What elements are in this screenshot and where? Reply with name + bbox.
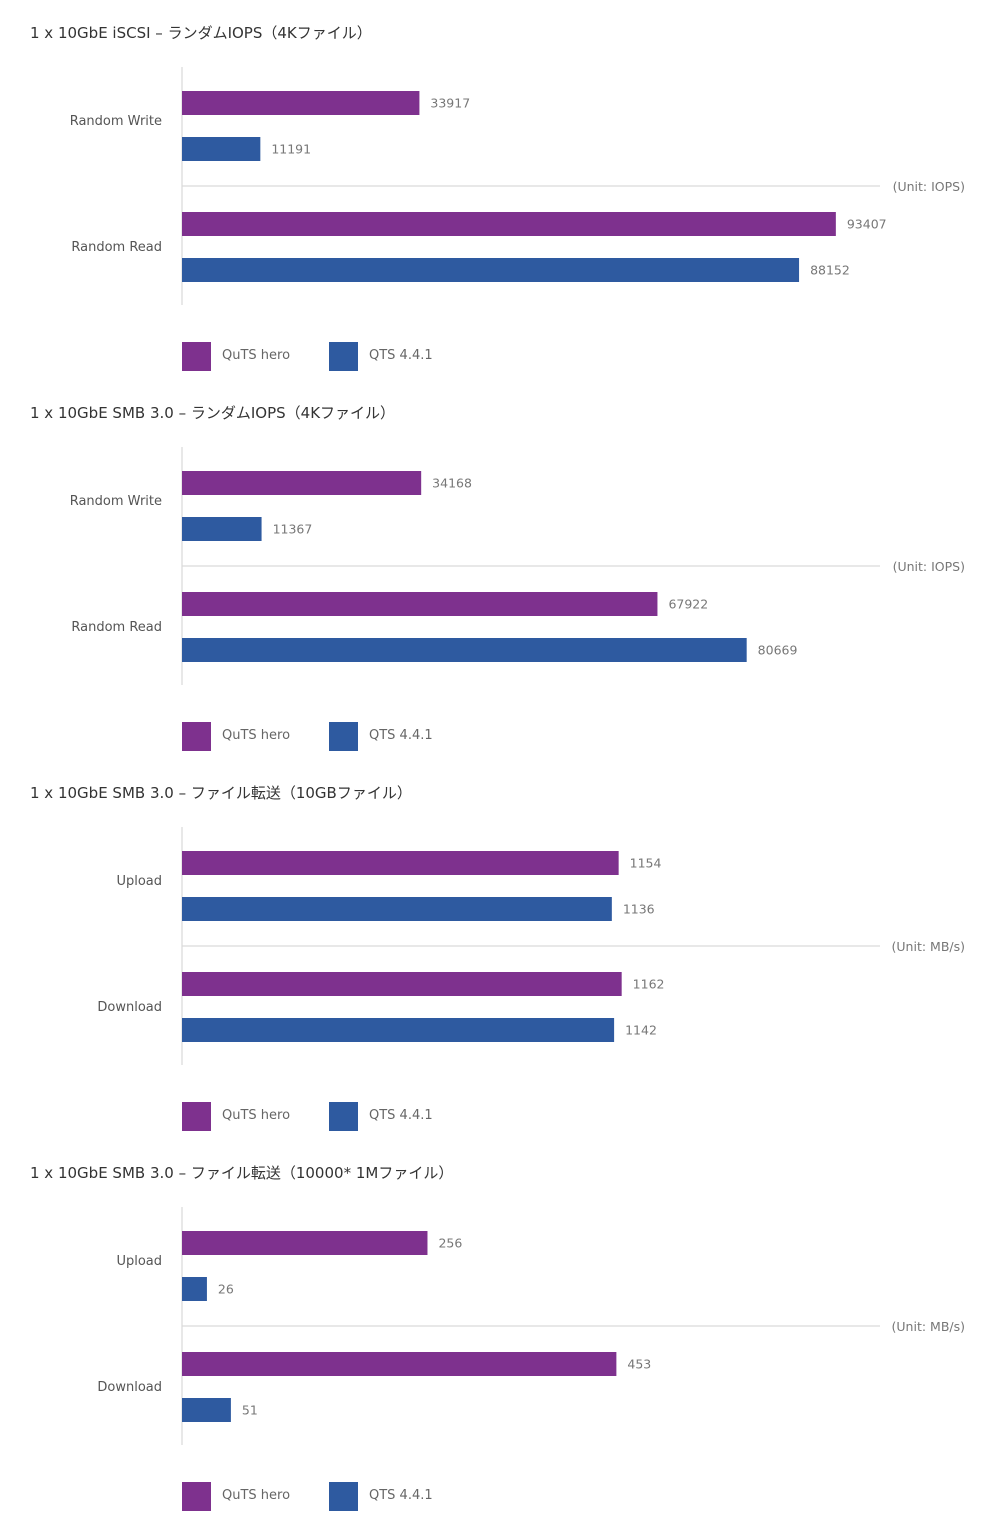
value-label-qts: 26 xyxy=(218,1282,234,1297)
legend-label-quts-hero: QuTS hero xyxy=(222,348,291,363)
chart-plot: (Unit: IOPS) Random Write 33917 11191 Random… xyxy=(70,67,965,305)
bar-qts[interactable] xyxy=(182,258,800,282)
bar-qts[interactable] xyxy=(182,897,612,921)
chart-plot: (Unit: MB/s) Upload 256 26 Download 453 51 xyxy=(97,1207,965,1445)
chart-iscsi-random-iops: 1 x 10GbE iSCSI – ランダムIOPS（4Kファイル） (Unit… xyxy=(0,0,1000,380)
bar-qts[interactable] xyxy=(182,137,261,161)
bar-quts-hero[interactable] xyxy=(182,471,422,495)
value-label-qts: 80669 xyxy=(758,643,798,658)
bar-quts-hero[interactable] xyxy=(182,1231,428,1255)
legend-label-quts-hero: QuTS hero xyxy=(222,728,291,743)
bar-quts-hero[interactable] xyxy=(182,592,658,616)
category-label: Random Write xyxy=(70,114,162,129)
legend-swatch-quts-hero xyxy=(182,722,211,751)
category-label: Random Write xyxy=(70,494,162,509)
category-label: Random Read xyxy=(71,620,162,635)
category-label: Download xyxy=(97,1000,162,1015)
value-label-qts: 1136 xyxy=(623,902,655,917)
legend-label-qts: QTS 4.4.1 xyxy=(369,728,433,743)
value-label-quts-hero: 453 xyxy=(627,1357,651,1372)
bar-qts[interactable] xyxy=(182,1277,207,1301)
chart-plot: (Unit: IOPS) Random Write 34168 11367 Random… xyxy=(70,447,965,685)
value-label-quts-hero: 1154 xyxy=(630,856,662,871)
value-label-quts-hero: 34168 xyxy=(432,476,472,491)
legend-swatch-qts xyxy=(329,342,358,371)
value-label-quts-hero: 67922 xyxy=(668,597,708,612)
bar-qts[interactable] xyxy=(182,1398,231,1422)
value-label-quts-hero: 1162 xyxy=(633,977,665,992)
bar-quts-hero[interactable] xyxy=(182,851,619,875)
legend-swatch-quts-hero xyxy=(182,342,211,371)
chart-title: 1 x 10GbE SMB 3.0 – ファイル転送（10GBファイル） xyxy=(30,784,412,802)
chart-smb-file-transfer-1m: 1 x 10GbE SMB 3.0 – ファイル転送（10000* 1Mファイル… xyxy=(0,1140,1000,1520)
legend-swatch-qts xyxy=(329,1102,358,1131)
value-label-qts: 11367 xyxy=(273,522,313,537)
legend-label-quts-hero: QuTS hero xyxy=(222,1488,291,1503)
chart-smb-random-iops: 1 x 10GbE SMB 3.0 – ランダムIOPS（4Kファイル） (Un… xyxy=(0,380,1000,760)
value-label-qts: 1142 xyxy=(625,1023,657,1038)
unit-label: (Unit: IOPS) xyxy=(893,179,965,194)
bar-quts-hero[interactable] xyxy=(182,212,836,236)
legend-swatch-quts-hero xyxy=(182,1482,211,1511)
legend-label-qts: QTS 4.4.1 xyxy=(369,1488,433,1503)
unit-label: (Unit: MB/s) xyxy=(892,939,965,954)
category-label: Random Read xyxy=(71,240,162,255)
chart-title: 1 x 10GbE iSCSI – ランダムIOPS（4Kファイル） xyxy=(30,24,372,42)
legend-swatch-qts xyxy=(329,1482,358,1511)
legend-label-qts: QTS 4.4.1 xyxy=(369,1108,433,1123)
legend-label-quts-hero: QuTS hero xyxy=(222,1108,291,1123)
value-label-qts: 11191 xyxy=(271,142,311,157)
value-label-qts: 88152 xyxy=(810,263,850,278)
category-label: Upload xyxy=(116,1254,162,1269)
bar-quts-hero[interactable] xyxy=(182,91,420,115)
bar-quts-hero[interactable] xyxy=(182,972,622,996)
unit-label: (Unit: IOPS) xyxy=(893,559,965,574)
chart-smb-file-transfer-10gb: 1 x 10GbE SMB 3.0 – ファイル転送（10GBファイル） (Un… xyxy=(0,760,1000,1140)
category-label: Download xyxy=(97,1380,162,1395)
value-label-quts-hero: 33917 xyxy=(430,96,470,111)
chart-title: 1 x 10GbE SMB 3.0 – ランダムIOPS（4Kファイル） xyxy=(30,404,396,422)
legend-swatch-qts xyxy=(329,722,358,751)
chart-title: 1 x 10GbE SMB 3.0 – ファイル転送（10000* 1Mファイル… xyxy=(30,1164,454,1182)
legend-label-qts: QTS 4.4.1 xyxy=(369,348,433,363)
unit-label: (Unit: MB/s) xyxy=(892,1319,965,1334)
category-label: Upload xyxy=(116,874,162,889)
value-label-quts-hero: 93407 xyxy=(847,217,887,232)
value-label-qts: 51 xyxy=(242,1403,258,1418)
chart-plot: (Unit: MB/s) Upload 1154 1136 Download 1162 11… xyxy=(97,827,965,1065)
bar-qts[interactable] xyxy=(182,1018,615,1042)
legend-swatch-quts-hero xyxy=(182,1102,211,1131)
bar-qts[interactable] xyxy=(182,517,262,541)
bar-qts[interactable] xyxy=(182,638,747,662)
bar-quts-hero[interactable] xyxy=(182,1352,617,1376)
value-label-quts-hero: 256 xyxy=(438,1236,462,1251)
